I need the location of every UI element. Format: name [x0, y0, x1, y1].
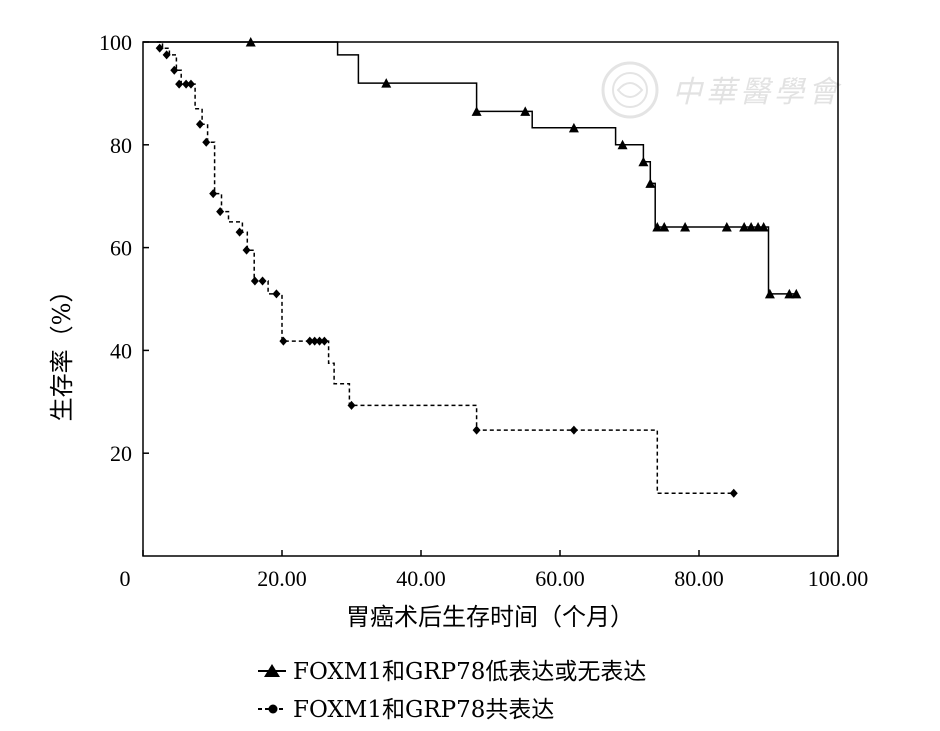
- censor-marker: [471, 106, 482, 116]
- censor-marker: [195, 119, 204, 129]
- censor-marker: [279, 336, 288, 346]
- censor-marker: [272, 289, 281, 299]
- censor-marker: [472, 425, 481, 435]
- censor-marker: [520, 106, 531, 116]
- legend-marker-dot: [268, 704, 278, 714]
- series-line: [156, 41, 734, 495]
- watermark-text: 中華醫學會: [672, 75, 842, 110]
- censor-marker: [791, 288, 802, 299]
- y-tick-label: 40: [110, 338, 132, 363]
- x-tick-label: 0: [120, 566, 131, 591]
- censor-marker: [652, 222, 663, 232]
- censor-marker: [202, 137, 211, 147]
- y-axis-title: 生存率（%）: [48, 279, 76, 422]
- censor-marker: [784, 288, 795, 299]
- x-tick-label: 60.00: [535, 566, 585, 591]
- censor-marker: [347, 400, 356, 410]
- censor-marker: [568, 122, 579, 133]
- censor-marker: [182, 79, 191, 89]
- y-tick-label: 80: [110, 133, 132, 158]
- censor-marker: [381, 78, 392, 88]
- censor-marker: [758, 222, 769, 232]
- censor-marker: [162, 50, 171, 60]
- censor-marker: [305, 336, 314, 346]
- x-tick-label: 20.00: [257, 566, 307, 591]
- censor-marker: [739, 222, 750, 232]
- censor-marker: [242, 245, 251, 255]
- watermark-logo: [601, 61, 659, 119]
- censor-marker: [320, 336, 329, 346]
- censor-marker: [155, 43, 164, 53]
- series-layer: [143, 37, 802, 498]
- censor-marker: [638, 156, 649, 167]
- legend-label-1: FOXM1和GRP78低表达或无表达: [293, 659, 646, 685]
- censor-marker: [659, 222, 670, 232]
- censor-marker: [315, 336, 324, 346]
- legend: FOXM1和GRP78低表达或无表达 FOXM1和GRP78共表达: [258, 659, 646, 723]
- censor-marker: [746, 222, 757, 232]
- censor-marker: [680, 222, 691, 232]
- censor-marker: [729, 488, 738, 498]
- legend-marker-triangle: [264, 664, 280, 677]
- censor-marker: [721, 222, 732, 232]
- censor-marker: [764, 288, 775, 299]
- censor-marker: [245, 37, 256, 47]
- censor-marker: [310, 336, 319, 346]
- y-tick-label: 20: [110, 441, 132, 466]
- x-tick-label: 80.00: [674, 566, 724, 591]
- y-tick-label: 100: [99, 30, 132, 55]
- x-axis-title: 胃癌术后生存时间（个月）: [346, 603, 634, 631]
- censor-marker: [209, 189, 218, 199]
- x-tick-label: 100.00: [808, 566, 869, 591]
- y-tick-label: 60: [110, 236, 132, 261]
- censor-marker: [645, 178, 656, 188]
- plot-frame: [142, 41, 839, 557]
- censor-marker: [216, 207, 225, 217]
- censor-marker: [617, 139, 628, 150]
- series-1: [143, 37, 802, 299]
- censor-marker: [250, 276, 259, 286]
- censor-marker: [235, 227, 244, 237]
- axis-ticks: [142, 41, 839, 556]
- series-2: [155, 41, 738, 498]
- censor-marker: [170, 65, 179, 75]
- censor-marker: [258, 276, 267, 286]
- axis-tick-labels: 0 20.00 40.00 60.00 80.00 100.00 20 40 60 80 100: [99, 30, 868, 591]
- censor-marker: [186, 79, 195, 89]
- series-line: [143, 41, 797, 295]
- x-tick-label: 40.00: [396, 566, 446, 591]
- censor-marker: [175, 79, 184, 89]
- legend-label-2: FOXM1和GRP78共表达: [293, 697, 554, 723]
- censor-marker: [569, 425, 578, 435]
